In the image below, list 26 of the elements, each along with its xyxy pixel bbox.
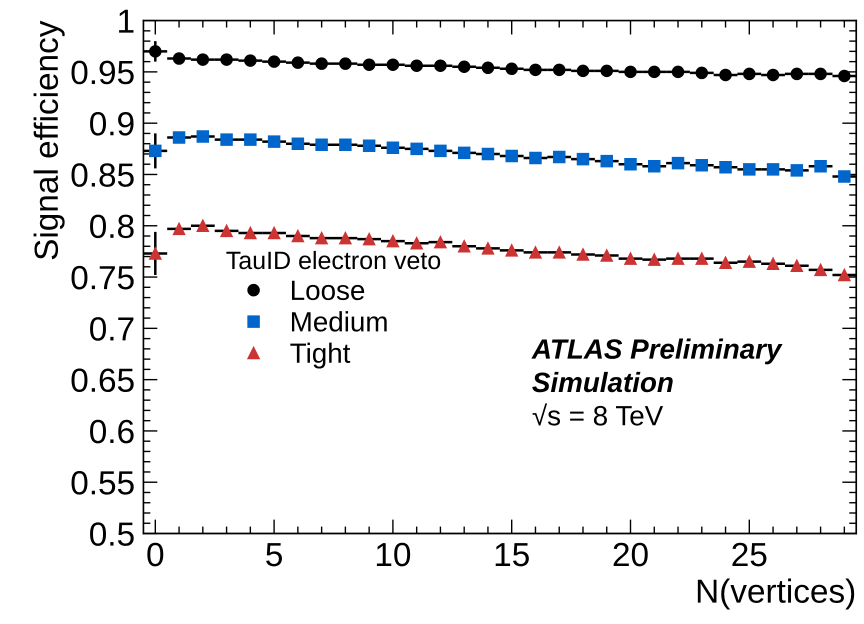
annotation: Simulation [532,372,673,392]
annotation: ATLAS Preliminary [531,338,783,364]
y-tick-label: 0.9 [90,112,134,136]
y-tick-label: 0.5 [90,522,134,546]
x-tick-label: 15 [496,543,529,566]
y-tick-label: 0.65 [72,368,134,392]
x-tick-label: 0 [147,542,164,566]
y-tick-label: 0.75 [72,266,134,290]
y-tick-label: 0.8 [90,214,134,238]
y-tick-label: 1 [119,10,134,33]
y-tick-label: 0.55 [72,471,134,495]
x-tick-label: 20 [614,542,648,566]
y-tick-label: 0.7 [90,317,134,341]
x-tick-label: 5 [266,543,282,566]
y-tick-label: 0.6 [90,420,134,444]
x-tick-label: 25 [732,542,766,566]
legend-label: Medium [292,311,387,332]
y-axis-title: Signal efficiency [34,20,65,260]
x-axis-title: N(vertices) [698,578,854,610]
legend-label: Tight [290,342,350,369]
x-tick-label: 10 [376,542,410,566]
annotation: √s = 8 TeV [532,403,664,426]
y-tick-label: 0.85 [72,163,134,187]
y-tick-label: 0.95 [72,60,134,84]
legend-label: Loose [292,280,364,300]
legend-title: TauID electron veto [226,250,440,270]
